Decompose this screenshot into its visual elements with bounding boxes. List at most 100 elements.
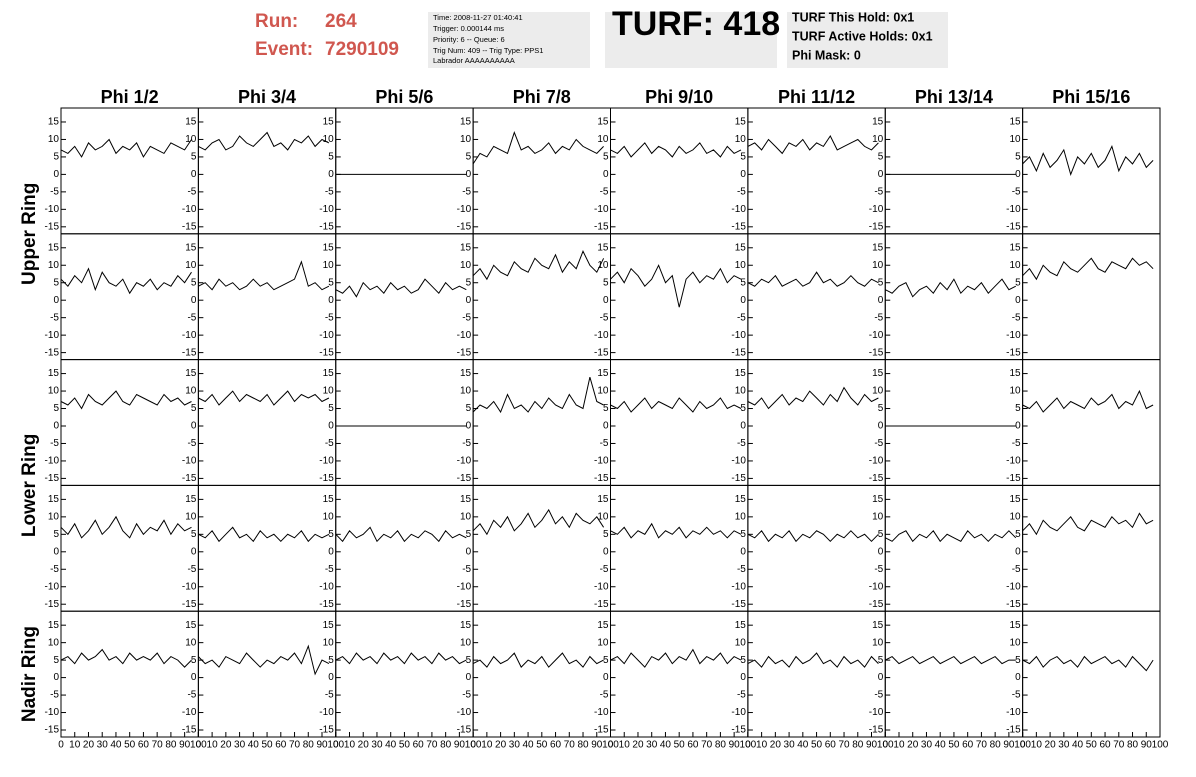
x-tick-label: 30 <box>921 740 933 751</box>
y-tick-label: -5 <box>50 564 59 575</box>
y-tick-label: 0 <box>603 169 609 180</box>
y-tick-label: 5 <box>53 277 59 288</box>
y-tick-label: 15 <box>735 620 747 631</box>
x-tick-label: 30 <box>1058 740 1070 751</box>
y-tick-label: -15 <box>457 473 472 484</box>
y-tick-label: -15 <box>45 599 60 610</box>
y-tick-label: 0 <box>53 421 59 432</box>
y-tick-label: -10 <box>869 204 884 215</box>
waveform <box>610 397 742 413</box>
x-tick-label: 30 <box>97 740 109 751</box>
y-tick-label: 5 <box>603 152 609 163</box>
y-tick-label: -10 <box>45 581 60 592</box>
x-tick-label: 40 <box>523 740 535 751</box>
y-tick-label: 5 <box>740 403 746 414</box>
y-tick-label: 10 <box>1010 637 1022 648</box>
y-tick-label: -10 <box>457 330 472 341</box>
x-tick-label: 90 <box>591 740 603 751</box>
y-tick-label: 0 <box>878 672 884 683</box>
waveform <box>610 522 742 539</box>
x-tick-label: 70 <box>289 740 301 751</box>
y-tick-label: -5 <box>600 690 609 701</box>
y-tick-label: 5 <box>53 529 59 540</box>
row-label: Upper Ring <box>19 183 40 285</box>
x-tick-label: 90 <box>454 740 466 751</box>
y-tick-label: -5 <box>1012 690 1021 701</box>
y-tick-label: 5 <box>1015 277 1021 288</box>
y-tick-label: -5 <box>325 312 334 323</box>
run-value: 264 <box>325 11 357 32</box>
y-tick-label: 0 <box>466 421 472 432</box>
y-tick-label: -10 <box>594 330 609 341</box>
y-tick-label: 0 <box>878 421 884 432</box>
y-tick-label: -10 <box>731 581 746 592</box>
y-tick-label: 10 <box>185 637 197 648</box>
y-tick-label: 0 <box>328 421 334 432</box>
y-tick-label: 15 <box>872 620 884 631</box>
x-tick-label: 0 <box>608 740 614 751</box>
y-tick-label: 15 <box>323 242 335 253</box>
y-tick-label: 0 <box>1015 546 1021 557</box>
y-tick-label: 5 <box>466 152 472 163</box>
y-tick-label: -10 <box>182 707 197 718</box>
y-tick-label: -15 <box>182 473 197 484</box>
waveform <box>60 648 192 668</box>
x-tick-label: 10 <box>619 740 631 751</box>
y-tick-label: -10 <box>1006 456 1021 467</box>
waveform <box>610 142 742 158</box>
y-tick-label: -5 <box>874 187 883 198</box>
y-tick-label: 10 <box>735 511 747 522</box>
x-tick-label: 80 <box>852 740 864 751</box>
y-tick-label: 0 <box>1015 295 1021 306</box>
x-tick-label: 70 <box>838 740 850 751</box>
y-tick-label: 10 <box>323 637 335 648</box>
y-tick-label: -10 <box>731 204 746 215</box>
x-tick-label: 90 <box>866 740 878 751</box>
y-tick-label: 10 <box>460 637 472 648</box>
x-tick-label: 10 <box>207 740 219 751</box>
y-tick-label: 5 <box>603 529 609 540</box>
x-tick-label: 100 <box>877 740 894 751</box>
y-tick-label: 0 <box>740 672 746 683</box>
info-line: Time: 2008-11-27 01:40:41 <box>433 13 523 22</box>
y-tick-label: -15 <box>319 725 334 736</box>
y-tick-label: -10 <box>319 581 334 592</box>
y-tick-label: -5 <box>1012 438 1021 449</box>
y-tick-label: 15 <box>460 494 472 505</box>
y-tick-label: -15 <box>594 221 609 232</box>
y-tick-label: -15 <box>457 347 472 358</box>
x-tick-label: 70 <box>426 740 438 751</box>
y-tick-label: 5 <box>1015 403 1021 414</box>
waveform <box>1022 389 1154 413</box>
column-label: Phi 9/10 <box>645 87 713 107</box>
y-tick-label: 15 <box>1010 368 1022 379</box>
y-tick-label: -10 <box>731 456 746 467</box>
y-tick-label: -15 <box>45 473 60 484</box>
y-tick-label: -5 <box>737 187 746 198</box>
info-box <box>428 12 590 68</box>
turf-info: TURF Active Holds: 0x1 <box>792 29 933 43</box>
y-tick-label: -15 <box>1006 221 1021 232</box>
y-tick-label: -5 <box>187 564 196 575</box>
y-tick-label: 5 <box>191 655 197 666</box>
y-tick-label: -10 <box>869 581 884 592</box>
y-tick-label: 0 <box>53 295 59 306</box>
x-tick-label: 10 <box>893 740 905 751</box>
waveform <box>885 655 1016 665</box>
column-label: Phi 15/16 <box>1052 87 1130 107</box>
y-tick-label: 15 <box>48 494 60 505</box>
x-tick-label: 100 <box>190 740 207 751</box>
y-tick-label: -15 <box>457 221 472 232</box>
y-tick-label: 10 <box>323 386 335 397</box>
y-tick-label: 5 <box>740 152 746 163</box>
y-tick-label: 15 <box>185 368 197 379</box>
y-tick-label: -5 <box>600 564 609 575</box>
y-tick-label: 10 <box>460 511 472 522</box>
x-tick-label: 50 <box>811 740 823 751</box>
x-tick-label: 80 <box>1127 740 1139 751</box>
y-tick-label: -15 <box>869 599 884 610</box>
y-tick-label: 15 <box>323 117 335 128</box>
y-tick-label: 15 <box>323 368 335 379</box>
column-label: Phi 7/8 <box>513 87 571 107</box>
waveform <box>472 250 605 281</box>
